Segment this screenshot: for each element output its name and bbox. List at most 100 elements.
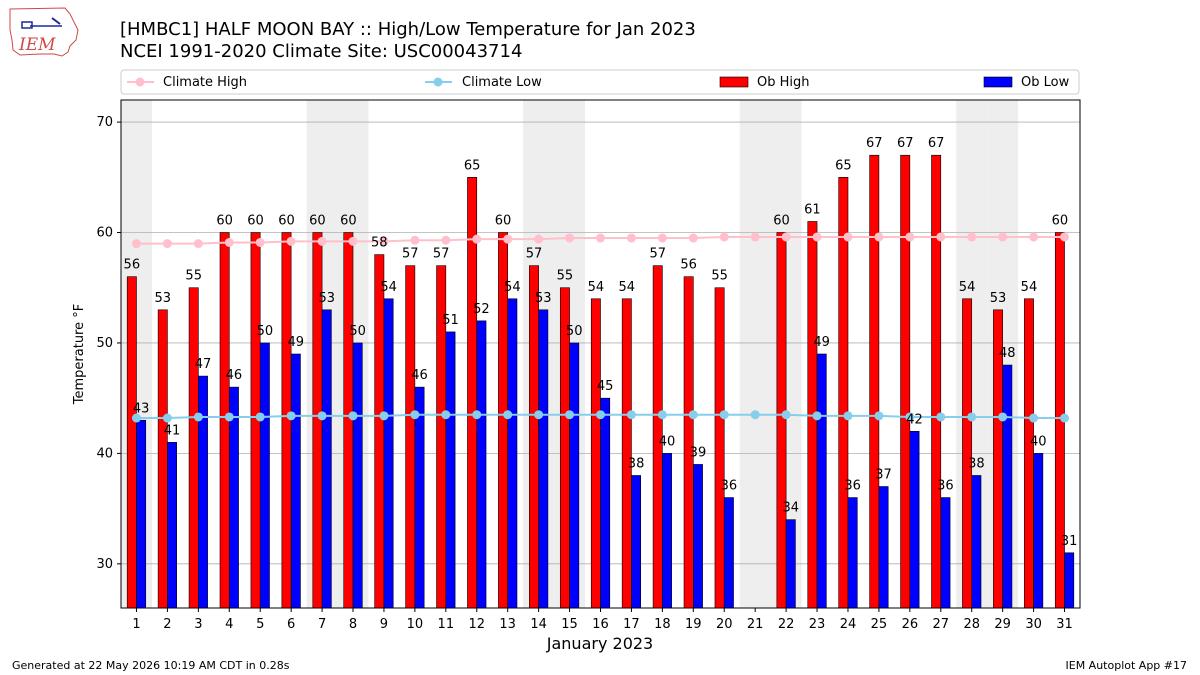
iem-logo: IEM	[9, 7, 79, 57]
ob-high-data-label: 67	[866, 136, 883, 151]
x-tick-label: 9	[380, 617, 388, 632]
ob-low-bar	[445, 331, 456, 609]
x-tick-label: 10	[407, 617, 424, 632]
y-tick-label: 60	[96, 226, 113, 241]
station-icon	[21, 21, 33, 29]
ob-high-data-label: 54	[959, 280, 976, 295]
ob-low-bar	[878, 486, 889, 609]
ob-low-data-label: 34	[782, 501, 799, 516]
ob-low-bar	[1002, 364, 1013, 609]
ob-low-bar	[785, 519, 796, 609]
ob-low-data-label: 46	[411, 368, 428, 383]
ob-low-bar	[909, 431, 920, 609]
ob-high-data-label: 58	[371, 236, 388, 251]
ob-high-bar	[529, 265, 539, 609]
ob-low-data-label: 42	[906, 412, 923, 427]
ob-high-data-label: 67	[897, 136, 914, 151]
chart-title: [HMBC1] HALF MOON BAY :: High/Low Temper…	[120, 19, 696, 40]
climate-low-point	[967, 412, 977, 422]
ob-low-bar	[167, 442, 177, 609]
ob-low-data-label: 36	[844, 479, 861, 494]
ob-high-data-label: 57	[402, 247, 419, 262]
ob-low-bar	[569, 342, 580, 609]
x-tick-label: 29	[994, 617, 1011, 632]
legend: Climate High Climate Low Ob High Ob Low	[120, 69, 1080, 95]
ob-high-data-label: 53	[990, 291, 1007, 306]
ob-high-bar	[931, 154, 942, 609]
climate-high-point	[626, 233, 636, 243]
ob-high-data-label: 57	[433, 247, 450, 262]
climate-high-point	[410, 235, 420, 245]
legend-label-climate-low: Climate Low	[462, 75, 542, 90]
climate-high-point	[719, 232, 729, 242]
plot-frame	[120, 99, 1081, 609]
climate-high-point	[843, 232, 853, 242]
ob-low-data-label: 53	[535, 291, 552, 306]
ob-high-bar	[621, 298, 632, 609]
ob-low-data-label: 46	[226, 368, 243, 383]
x-tick-label: 8	[349, 617, 357, 632]
x-tick-label: 24	[840, 617, 857, 632]
ob-high-data-label: 65	[835, 158, 852, 173]
ob-high-data-label: 57	[649, 247, 666, 262]
climate-low-point	[1060, 413, 1070, 423]
x-tick-label: 19	[685, 617, 702, 632]
ob-high-bar	[281, 232, 292, 609]
ob-low-bar	[816, 353, 827, 609]
legend-label-ob-high: Ob High	[757, 75, 810, 90]
x-tick-label: 26	[902, 617, 919, 632]
ob-low-data-label: 37	[875, 468, 892, 483]
ob-low-bar	[723, 497, 734, 609]
ob-low-data-label: 40	[659, 434, 676, 449]
ob-high-data-label: 60	[309, 214, 326, 229]
climate-low-point	[162, 413, 172, 423]
ob-low-bar	[631, 475, 642, 609]
ob-high-data-label: 60	[247, 214, 264, 229]
x-tick-label: 17	[623, 617, 640, 632]
climate-high-point	[286, 236, 296, 246]
y-tick-label: 70	[96, 115, 113, 130]
ob-high-data-label: 60	[216, 214, 233, 229]
ob-low-data-label: 36	[721, 479, 738, 494]
climate-low-point	[688, 410, 698, 420]
climate-high-point	[750, 232, 760, 242]
ob-low-bar	[1033, 453, 1044, 609]
ob-high-data-label: 67	[928, 136, 945, 151]
ob-low-data-label: 49	[813, 335, 830, 350]
climate-high-point	[193, 239, 203, 249]
x-tick-label: 15	[561, 617, 578, 632]
climate-low-point	[472, 410, 482, 420]
climate-high-point	[657, 233, 667, 243]
ob-low-bar	[847, 497, 858, 609]
x-tick-label: 21	[747, 617, 764, 632]
ob-high-data-label: 54	[619, 280, 636, 295]
climate-low-point	[750, 410, 760, 420]
ob-low-data-label: 49	[288, 335, 305, 350]
ob-low-data-label: 47	[195, 357, 212, 372]
climate-low-point	[286, 411, 296, 421]
ob-low-data-label: 40	[1030, 434, 1047, 449]
ob-high-data-label: 60	[340, 214, 357, 229]
climate-high-point	[472, 234, 482, 244]
ob-high-bar	[838, 177, 849, 609]
x-tick-label: 18	[654, 617, 671, 632]
climate-low-point	[626, 410, 636, 420]
climate-low-point	[719, 410, 729, 420]
chart-subtitle: NCEI 1991-2020 Climate Site: USC00043714	[120, 41, 522, 62]
ob-high-bar	[126, 276, 137, 609]
climate-low-point	[874, 411, 884, 421]
ob-low-data-label: 38	[628, 456, 645, 471]
y-axis-label: Temperature °F	[72, 304, 87, 405]
climate-high-point	[534, 234, 544, 244]
x-tick-label: 5	[256, 617, 264, 632]
ob-high-data-label: 57	[526, 247, 543, 262]
ob-high-bar	[405, 265, 416, 609]
ob-low-data-label: 54	[380, 280, 397, 295]
ob-low-data-label: 53	[318, 291, 335, 306]
ob-high-data-label: 55	[185, 269, 202, 284]
climate-high-point	[688, 233, 698, 243]
climate-low-point	[441, 410, 451, 420]
climate-high-point	[781, 232, 791, 242]
ob-low-bar	[940, 497, 951, 609]
